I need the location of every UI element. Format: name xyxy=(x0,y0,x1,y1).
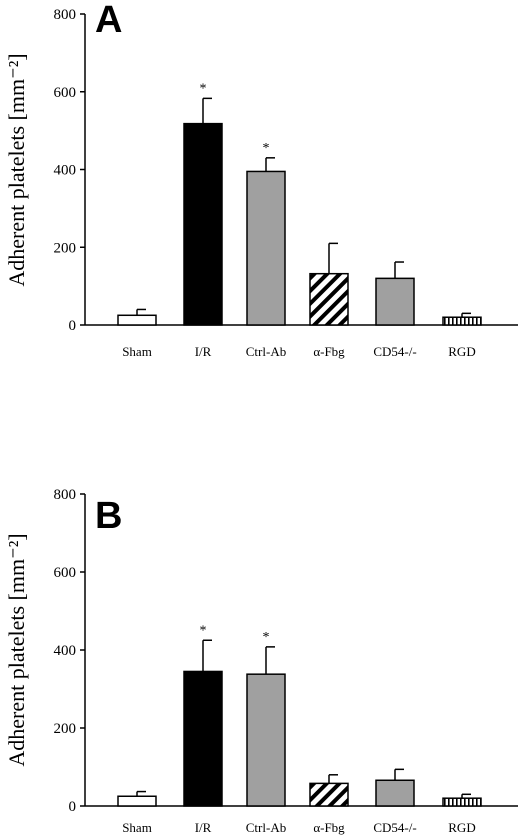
panel-a-y-axis-label: Adherent platelets [mm⁻²] xyxy=(4,53,29,286)
panel-b-y-tick-label: 200 xyxy=(54,721,77,737)
panel-a: A Adherent platelets [mm⁻²] 0 200 400 600 80… xyxy=(4,0,518,359)
panel-a-bar xyxy=(375,277,415,326)
panel-a-y-ticks: 0 200 400 600 800 xyxy=(54,7,85,334)
panel-b-significance-marker: * xyxy=(263,630,270,645)
panel-a-category-label: RGD xyxy=(448,344,475,359)
panel-b-label: B xyxy=(95,495,122,537)
panel-b-y-tick-label: 600 xyxy=(54,565,77,581)
panel-b-y-tick-label: 400 xyxy=(54,643,77,659)
panel-a-bar xyxy=(246,170,286,326)
panel-a-bars: Sham * I/R * Ctrl-Ab α-Fbg CD54-/- RGD xyxy=(117,81,482,359)
panel-a-category-label: α-Fbg xyxy=(313,344,345,359)
panel-a-category-label: I/R xyxy=(195,344,212,359)
panel-a-significance-marker: * xyxy=(200,81,207,96)
panel-b-y-tick-label: 0 xyxy=(69,799,77,815)
panel-b-bar xyxy=(183,670,223,807)
panel-a-category-label: CD54-/- xyxy=(373,344,416,359)
panel-b-y-tick-label: 800 xyxy=(54,487,77,503)
panel-b-category-label: RGD xyxy=(448,820,475,835)
panel-b-bar xyxy=(117,795,157,807)
panel-a-category-label: Ctrl-Ab xyxy=(246,344,286,359)
panel-b-y-axis-label: Adherent platelets [mm⁻²] xyxy=(4,533,29,766)
panel-b-bar xyxy=(442,797,482,807)
panel-b-category-label: CD54-/- xyxy=(373,820,416,835)
panel-a-y-tick-label: 800 xyxy=(54,7,77,23)
panel-b-bars: Sham * I/R * Ctrl-Ab α-Fbg CD54-/- RGD xyxy=(117,623,482,835)
panel-a-y-tick-label: 400 xyxy=(54,163,77,179)
panel-a-y-tick-label: 600 xyxy=(54,85,77,101)
panel-a-y-tick-label: 0 xyxy=(69,318,77,334)
panel-b-bar xyxy=(375,779,415,807)
panel-a-significance-marker: * xyxy=(263,141,270,156)
panel-b-significance-marker: * xyxy=(200,623,207,638)
panel-a-bar xyxy=(183,122,223,326)
panel-a-bar xyxy=(309,272,349,326)
panel-b-category-label: Sham xyxy=(122,820,152,835)
panel-a-category-label: Sham xyxy=(122,344,152,359)
panel-b-bar xyxy=(246,673,286,807)
panel-b-category-label: α-Fbg xyxy=(313,820,345,835)
panel-b-category-label: Ctrl-Ab xyxy=(246,820,286,835)
panel-b-category-label: I/R xyxy=(195,820,212,835)
panel-b: B Adherent platelets [mm⁻²] 0 200 400 600 80… xyxy=(4,487,518,835)
panel-a-label: A xyxy=(95,0,122,41)
panel-a-bar xyxy=(442,316,482,326)
panel-a-bar xyxy=(117,314,157,326)
panel-b-bar xyxy=(309,782,349,807)
panel-a-y-tick-label: 200 xyxy=(54,240,77,256)
panel-b-y-ticks: 0 200 400 600 800 xyxy=(54,487,85,815)
